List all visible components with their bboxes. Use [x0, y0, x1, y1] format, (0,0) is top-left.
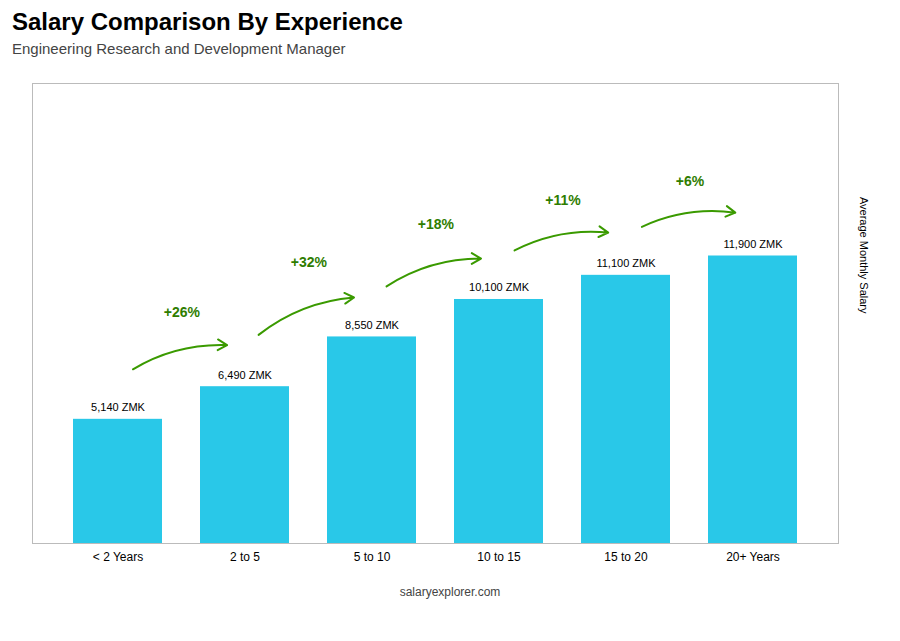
svg-text:6,490 ZMK: 6,490 ZMK: [218, 369, 272, 381]
svg-text:< 2 Years: < 2 Years: [93, 550, 143, 564]
svg-text:5,140 ZMK: 5,140 ZMK: [91, 401, 145, 413]
svg-text:5 to 10: 5 to 10: [354, 550, 391, 564]
html-text:Salary Comparison By Experienc: Salary Comparison By Experience: [12, 8, 403, 35]
svg-text:20+ Years: 20+ Years: [726, 550, 780, 564]
html-text:Engineering Research and Devel: Engineering Research and Development Man…: [12, 40, 346, 57]
svg-text:15 to 20: 15 to 20: [604, 550, 648, 564]
svg-text:+26%: +26%: [164, 304, 201, 320]
svg-text:11,900 ZMK: 11,900 ZMK: [723, 238, 783, 250]
svg-text:+11%: +11%: [545, 192, 581, 208]
svg-text:8,550 ZMK: 8,550 ZMK: [345, 319, 399, 331]
svg-text:10,100 ZMK: 10,100 ZMK: [469, 281, 530, 293]
svg-text:10 to 15: 10 to 15: [477, 550, 521, 564]
svg-text:+6%: +6%: [676, 173, 705, 189]
html-text:salaryexplorer.com: salaryexplorer.com: [399, 585, 501, 599]
svg-text:Average Monthly Salary: Average Monthly Salary: [858, 197, 870, 314]
svg-text:2 to 5: 2 to 5: [230, 550, 260, 564]
svg-text:+18%: +18%: [418, 216, 455, 232]
svg-text:+32%: +32%: [291, 254, 328, 270]
svg-text:11,100 ZMK: 11,100 ZMK: [596, 257, 656, 269]
